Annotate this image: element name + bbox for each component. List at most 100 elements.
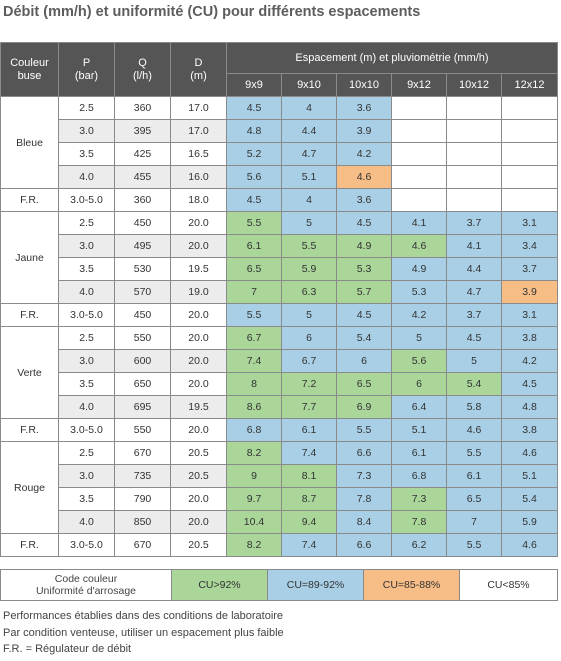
flow-cell: 360 (114, 188, 171, 212)
rate-cell: 4.1 (391, 211, 447, 235)
rate-cell (500, 188, 559, 212)
rate-cell: 5.2 (226, 142, 282, 166)
performance-table-wrapper: Couleur buse P (bar) Q (l/h) D (m) Espaceme… (0, 42, 561, 557)
spacing-header-9x9: 9x9 (226, 73, 282, 97)
diameter-cell: 20.0 (170, 303, 227, 327)
legend-row: Code couleur Uniformité d'arrosage CU>92%… (0, 569, 558, 601)
rate-cell: 3.1 (500, 303, 559, 327)
rate-cell (446, 119, 502, 143)
rate-cell: 8.1 (281, 464, 337, 488)
rate-cell: 5.5 (446, 533, 502, 557)
flow-cell: 550 (114, 326, 171, 350)
rate-cell: 5.4 (446, 372, 502, 396)
rate-cell: 6.4 (391, 395, 447, 419)
pressure-cell: 3.5 (58, 142, 115, 166)
diameter-cell: 20.5 (170, 464, 227, 488)
pressure-cell: 3.0 (58, 349, 115, 373)
diameter-cell: 18.0 (170, 188, 227, 212)
table-row: Verte 2.5 550 20.0 6.7 6 5.4 5 4.5 3.8 (0, 326, 559, 419)
rate-cell: 3.8 (500, 326, 559, 350)
rate-cell: 5 (281, 211, 337, 235)
rate-cell: 8 (226, 372, 282, 396)
header-q-unit: (l/h) (133, 69, 152, 82)
nozzle-color-cell: Bleue (0, 96, 59, 189)
header-q: Q (l/h) (114, 42, 171, 97)
rate-cell: 8.2 (226, 441, 282, 465)
pressure-cell: 2.5 (58, 211, 115, 235)
flow-cell: 450 (114, 303, 171, 327)
table-row: Bleue 2.5 360 17.0 4.5 4 3.6 (0, 96, 559, 189)
diameter-cell: 20.0 (170, 326, 227, 350)
rate-cell: 4.6 (500, 441, 559, 465)
rate-cell: 7.4 (226, 349, 282, 373)
rate-cell: 4.4 (446, 257, 502, 281)
diameter-cell: 20.0 (170, 510, 227, 534)
legend-item-blue: CU=89-92% (267, 569, 364, 601)
rate-cell: 4.5 (446, 326, 502, 350)
header-d: D (m) (170, 42, 227, 97)
rate-cell: 9.4 (281, 510, 337, 534)
pressure-cell: 3.5 (58, 257, 115, 281)
header-d-label: D (194, 56, 203, 69)
spacing-header-row: 9x9 9x10 10x10 9x12 10x12 12x12 (1, 73, 559, 97)
legend-item-green: CU>92% (171, 569, 268, 601)
header-couleur: Couleur buse (0, 42, 59, 97)
rate-cell: 6.7 (281, 349, 337, 373)
rate-cell (446, 188, 502, 212)
legend-item-orange: CU=85-88% (363, 569, 460, 601)
header-q-label: Q (138, 56, 147, 69)
pressure-cell: 2.5 (58, 441, 115, 465)
rate-cell: 4 (281, 96, 337, 120)
pressure-cell: 3.0-5.0 (58, 533, 115, 557)
table-row-fr: F.R. 3.0-5.0 360 18.0 4.5 4 3.6 (0, 188, 559, 212)
header-couleur-label: Couleur buse (10, 56, 49, 82)
rate-cell: 6.5 (226, 257, 282, 281)
rate-cell: 7 (446, 510, 502, 534)
diameter-cell: 19.5 (170, 257, 227, 281)
diameter-cell: 20.0 (170, 349, 227, 373)
rate-cell (391, 142, 447, 166)
rate-cell (446, 142, 502, 166)
table-body: Bleue 2.5 360 17.0 4.5 4 3.6 3.0 395 17.0 4.8 4.4 3.… (0, 96, 559, 557)
rate-cell: 6.8 (226, 418, 282, 442)
table-row-fr: F.R. 3.0-5.0 450 20.0 5.5 5 4.5 4.2 3.7 3.1 (0, 303, 559, 327)
rate-cell: 4.6 (446, 418, 502, 442)
flow-cell: 550 (114, 418, 171, 442)
table-row: 3.0 395 17.0 4.8 4.4 3.9 (1, 119, 559, 143)
rate-cell (446, 96, 502, 120)
flow-cell: 850 (114, 510, 171, 534)
table-row: 4.0 455 16.0 5.6 5.1 4.6 (1, 165, 559, 189)
header-d-unit: (m) (190, 69, 207, 82)
note-line: Performances établies dans des condition… (3, 610, 284, 622)
rate-cell: 9.7 (226, 487, 282, 511)
rate-cell: 6.1 (281, 418, 337, 442)
rate-cell: 7 (226, 280, 282, 304)
note-line: Par condition venteuse, utiliser un espa… (3, 626, 284, 639)
rate-cell: 7.7 (281, 395, 337, 419)
nozzle-color-cell: Rouge (0, 441, 59, 534)
flow-cell: 790 (114, 487, 171, 511)
table-row: 3.5 650 20.0 8 7.2 6.5 6 5.4 4.5 (1, 372, 559, 396)
rate-cell: 3.4 (500, 234, 559, 258)
rate-cell: 4.5 (226, 188, 282, 212)
pressure-cell: 3.0-5.0 (58, 418, 115, 442)
rate-cell: 9 (226, 464, 282, 488)
rate-cell: 5.5 (226, 211, 282, 235)
rate-cell: 4.7 (446, 280, 502, 304)
fr-label-cell: F.R. (0, 188, 59, 212)
rate-cell: 6.3 (281, 280, 337, 304)
flow-cell: 455 (114, 165, 171, 189)
table-row: Rouge 2.5 670 20.5 8.2 7.4 6.6 6.1 5.5 4.6 (0, 441, 559, 534)
rate-cell: 7.8 (391, 510, 447, 534)
pressure-cell: 3.5 (58, 372, 115, 396)
rate-cell: 5.4 (500, 487, 559, 511)
nozzle-color-cell: Jaune (0, 211, 59, 304)
rate-cell: 5 (446, 349, 502, 373)
diameter-cell: 17.0 (170, 96, 227, 120)
rate-cell: 5.1 (500, 464, 559, 488)
spacing-header-10x12: 10x12 (446, 73, 502, 97)
flow-cell: 395 (114, 119, 171, 143)
pressure-cell: 2.5 (58, 96, 115, 120)
rate-cell: 3.1 (500, 211, 559, 235)
flow-cell: 530 (114, 257, 171, 281)
